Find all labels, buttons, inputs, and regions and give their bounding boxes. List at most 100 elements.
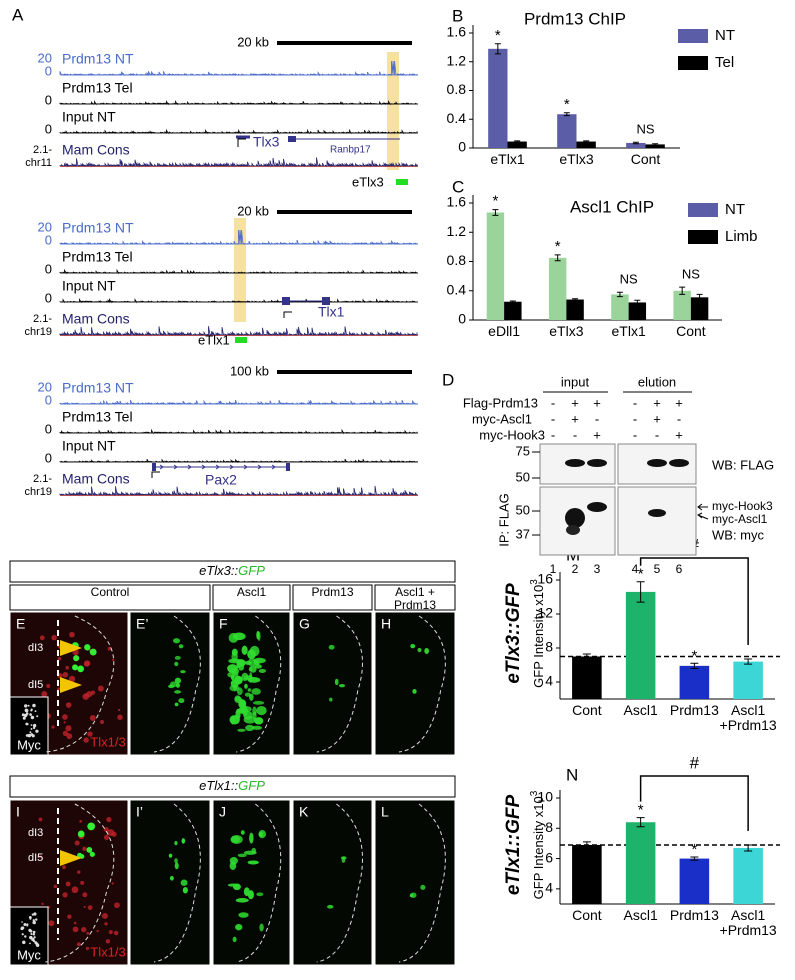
stain-label: Tlx1/3 <box>90 944 125 959</box>
red-cell <box>105 939 111 944</box>
inset-cell <box>30 932 33 936</box>
track-bottom: chr19 <box>24 326 52 338</box>
red-cell <box>97 685 104 692</box>
red-cell <box>111 658 115 661</box>
red-cell <box>57 656 62 661</box>
bar <box>645 144 665 148</box>
green-cell <box>417 647 422 653</box>
green-cell <box>231 648 238 656</box>
error-bar <box>492 209 499 216</box>
red-cell <box>79 820 83 823</box>
inset-cell <box>24 935 27 938</box>
x-tick-label: Prdm13 <box>669 908 719 923</box>
tissue-outline <box>153 803 201 963</box>
inset-cell <box>35 943 40 947</box>
green-cell <box>174 677 182 684</box>
error-bar <box>514 140 521 143</box>
panel-label: E’ <box>136 616 148 632</box>
mw-marker: 37 <box>516 526 530 541</box>
construct-label: eTlx1::GFP <box>503 795 524 896</box>
bar <box>733 661 763 699</box>
inset-cell <box>32 703 36 708</box>
green-cell <box>340 856 347 860</box>
column-header: Ascl1 + Prdm13 <box>393 586 437 610</box>
green-cell <box>230 674 235 681</box>
significance-label: * <box>691 841 697 858</box>
x-tick-label-box: eTlx1 <box>612 324 646 338</box>
significance-label: * <box>555 238 561 255</box>
inset-cell <box>21 926 25 930</box>
column-header-box: Ascl1 + Prdm13 <box>393 586 437 610</box>
track-bottom: 0 <box>45 121 52 136</box>
red-cell <box>108 930 113 935</box>
red-cell <box>111 882 114 885</box>
panel-label: N <box>566 765 578 784</box>
green-cell <box>181 838 186 844</box>
red-cell <box>73 921 77 925</box>
scale-label: 100 kb <box>230 363 269 378</box>
green-cell <box>252 700 265 705</box>
inset-cell <box>32 932 36 936</box>
red-cell <box>99 719 105 725</box>
green-cell <box>180 879 188 886</box>
red-cell <box>39 635 45 641</box>
gene-exon <box>286 463 290 471</box>
x-tick-label: Ascl1 <box>623 908 658 923</box>
inset-cell <box>29 731 32 734</box>
lane-sign: - <box>551 411 555 426</box>
y-tick-label: 4 <box>545 673 553 689</box>
significance-label: * <box>691 647 697 664</box>
tissue-outline <box>398 615 446 753</box>
track-top: 20 <box>38 219 52 234</box>
red-cell <box>65 702 72 708</box>
probe-label: WB: FLAG <box>712 457 774 472</box>
red-cell <box>38 855 42 859</box>
x-tick-label-box: Cont <box>631 152 661 166</box>
element-box <box>396 179 408 185</box>
column-header: Control <box>90 586 130 599</box>
column-box <box>9 584 211 611</box>
red-cell <box>41 691 48 698</box>
significance-label: * <box>638 566 644 583</box>
x-tick-label: eTlx3 <box>549 324 584 339</box>
error-bar <box>696 293 703 301</box>
lane-sign: + <box>653 411 661 426</box>
header-box <box>9 560 456 583</box>
band <box>566 525 580 535</box>
y-tick-label: 0 <box>458 139 466 155</box>
green-cell <box>412 689 417 694</box>
lane-sign: - <box>595 411 599 426</box>
x-tick-label-box: eTlx3 <box>549 324 584 339</box>
lane-sign: + <box>571 395 579 410</box>
inset-cell <box>29 942 31 945</box>
inset-cell <box>21 933 24 936</box>
red-cell <box>80 880 85 885</box>
track-name: Input NT <box>62 278 116 294</box>
green-cell <box>174 655 181 660</box>
micrograph <box>292 799 373 966</box>
significance-label: * <box>564 96 570 113</box>
tissue-outline <box>45 615 115 753</box>
green-cell <box>168 853 173 858</box>
panel-label: F <box>219 616 228 632</box>
highlight <box>387 52 399 170</box>
panel-label: A <box>12 5 24 24</box>
green-cell <box>174 702 179 707</box>
bar <box>572 844 602 904</box>
green-cell <box>173 638 181 644</box>
band <box>648 509 666 517</box>
inset-cell <box>25 714 28 717</box>
x-tick-label-box: Cont <box>572 908 602 922</box>
green-cell <box>245 724 255 732</box>
green-cell <box>247 688 252 692</box>
error-bar <box>572 298 579 301</box>
red-cell <box>38 817 43 822</box>
panel-label: I <box>16 804 20 820</box>
red-cell <box>65 725 72 732</box>
bar <box>625 822 656 904</box>
y-tick-label: 0.4 <box>447 110 467 126</box>
error-bar <box>652 143 659 146</box>
lane-sign: - <box>633 395 637 410</box>
bar <box>733 847 763 904</box>
